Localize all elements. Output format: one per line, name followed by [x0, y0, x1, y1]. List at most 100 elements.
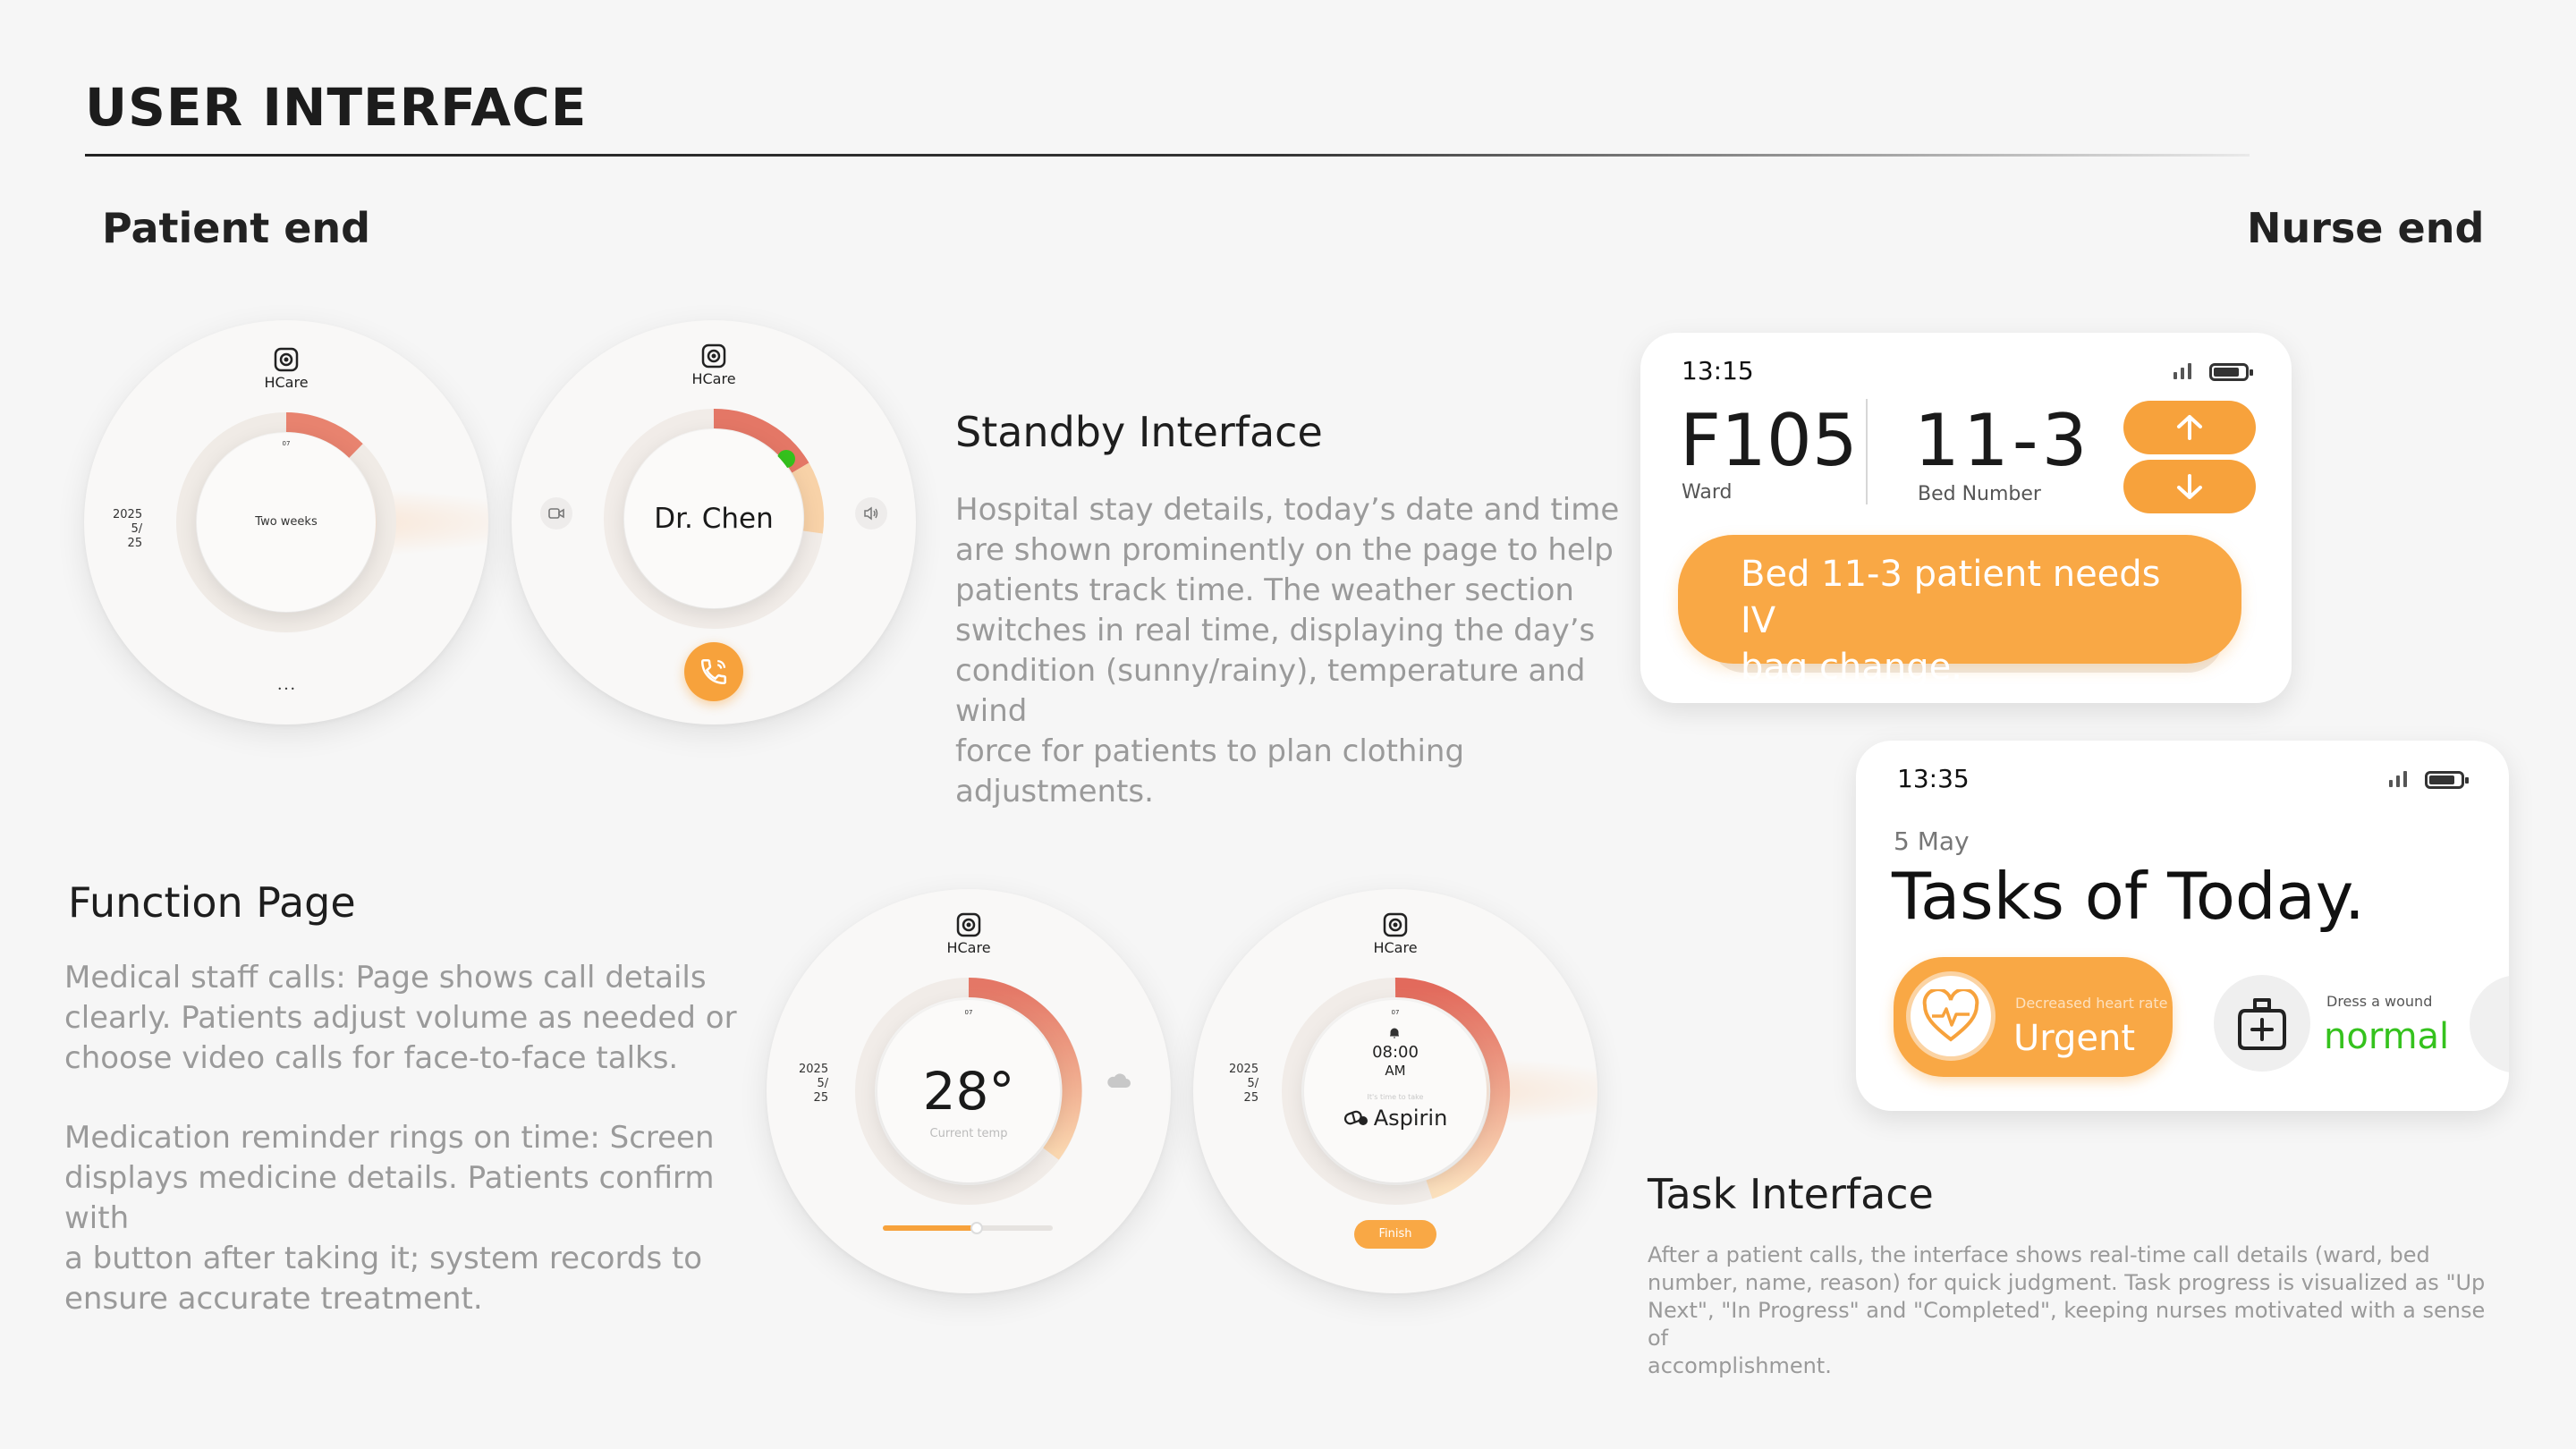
function-line: Medication reminder rings on time: Scree… [64, 1120, 715, 1156]
bed-label: Bed Number [1918, 483, 2041, 505]
task-line: After a patient calls, the interface sho… [1648, 1242, 2430, 1267]
finish-button[interactable]: Finish [1354, 1220, 1436, 1249]
top-mark: 07 [282, 440, 291, 447]
battery-icon [2209, 363, 2253, 381]
caller-name: Dr. Chen [654, 503, 774, 535]
cloud-icon [1107, 1073, 1131, 1088]
medical-bag-icon [2238, 998, 2286, 1050]
arrow-up-icon [2177, 415, 2202, 440]
title-divider [85, 154, 2250, 157]
reminder-ampm: AM [1385, 1063, 1406, 1079]
reminder-caption: It's time to take [1367, 1093, 1424, 1101]
date-month: 5/ [817, 1077, 829, 1090]
video-call-button[interactable] [540, 497, 572, 530]
card-divider [1866, 399, 1868, 504]
hcare-logo-icon [1383, 912, 1408, 937]
medication-inner-disc: 07 08:00 AM It's time to take Aspirin [1304, 1000, 1487, 1182]
function-description-calls: Medical staff calls: Page shows call det… [64, 958, 762, 1079]
standby-inner-disc: 07 Two weeks [197, 433, 376, 612]
next-call-button[interactable] [2123, 460, 2256, 513]
function-heading: Function Page [68, 878, 356, 927]
ward-number: F105 [1680, 399, 1858, 482]
nurse-tasks-card: 13:35 5 May Tasks of Today. Decreased he… [1856, 741, 2509, 1111]
standby-line: switches in real time, displaying the da… [955, 613, 1596, 648]
page-title: USER INTERFACE [85, 77, 588, 138]
temperature-value: 28° [922, 1061, 1015, 1122]
temperature-slider-fill [883, 1225, 977, 1231]
hcare-logo-icon [701, 343, 726, 369]
temperature-caption: Current temp [929, 1127, 1008, 1140]
date-day: 25 [1243, 1091, 1259, 1105]
task-heading: Task Interface [1648, 1170, 1934, 1218]
standby-line: patients track time. The weather section [955, 572, 1574, 608]
stay-progress-ring [176, 412, 396, 632]
hcare-logo: HCare [233, 347, 340, 391]
medicine-row: Aspirin [1304, 1106, 1487, 1131]
call-alert-message[interactable]: Bed 11-3 patient needs IV bag change. [1678, 535, 2241, 688]
task-description: Decreased heart rate [2015, 995, 2168, 1012]
standby-heading: Standby Interface [955, 408, 1323, 456]
page-dots: • • • [277, 685, 295, 693]
signal-icon [2174, 363, 2191, 379]
medication-ring [1282, 977, 1511, 1205]
watch-medication-screen: HCare 07 08:00 AM It's time to take Aspi… [1193, 889, 1597, 1293]
heart-rate-badge [1906, 971, 1996, 1061]
function-description-medication: Medication reminder rings on time: Scree… [64, 1118, 780, 1319]
task-status-normal: normal [2324, 1016, 2450, 1057]
answer-call-button[interactable] [684, 642, 743, 701]
date-day: 25 [813, 1091, 829, 1105]
hcare-logo-label: HCare [1373, 939, 1418, 956]
hcare-logo-icon [274, 347, 299, 372]
status-time: 13:15 [1682, 356, 1754, 386]
temperature-ring [855, 978, 1082, 1205]
date-display: 2025 5/ 25 [113, 508, 142, 551]
hcare-logo: HCare [1342, 912, 1449, 956]
pill-icon [1343, 1110, 1368, 1125]
watch-standby-screen: HCare 07 Two weeks 2025 5/ 25 • • • [84, 320, 488, 724]
bed-number: 11-3 [1914, 399, 2091, 482]
arrow-down-icon [2177, 474, 2202, 499]
hcare-logo-label: HCare [946, 939, 991, 956]
battery-icon [2425, 771, 2469, 789]
task-line: number, name, reason) for quick judgment… [1648, 1270, 2486, 1295]
task-status-urgent: Urgent [2013, 1018, 2136, 1059]
hcare-logo: HCare [660, 343, 767, 387]
date-display: 2025 5/ 25 [799, 1063, 828, 1106]
standby-line: force for patients to plan clothing adju… [955, 733, 1465, 809]
medicine-name: Aspirin [1373, 1106, 1448, 1131]
patient-end-label: Patient end [102, 204, 371, 252]
previous-call-button[interactable] [2123, 401, 2256, 454]
speaker-icon [864, 506, 878, 521]
date-day: 25 [127, 537, 143, 550]
heart-rate-icon [1922, 989, 1979, 1042]
function-line: Medical staff calls: Page shows call det… [64, 960, 707, 996]
top-mark: 07 [1391, 1009, 1400, 1016]
wound-dressing-badge [2214, 975, 2310, 1072]
standby-line: condition (sunny/rainy), temperature and… [955, 653, 1586, 729]
top-mark: 07 [964, 1009, 973, 1016]
date-year: 2025 [1229, 1063, 1259, 1076]
bell-icon [1390, 1028, 1399, 1038]
standby-line: are shown prominently on the page to hel… [955, 532, 1614, 568]
standby-line: Hospital stay details, today’s date and … [955, 492, 1620, 528]
alert-line: Bed 11-3 patient needs IV [1741, 554, 2161, 641]
temperature-slider-knob[interactable] [970, 1222, 983, 1234]
watch-call-screen: HCare Dr. Chen [512, 320, 916, 724]
alert-line: bag change. [1741, 647, 1962, 688]
function-line: a button after taking it; system records… [64, 1241, 703, 1276]
next-task-peek[interactable] [2470, 975, 2509, 1073]
call-ring [604, 408, 825, 629]
temperature-slider[interactable] [883, 1222, 1053, 1234]
task-description: After a patient calls, the interface sho… [1648, 1241, 2497, 1380]
volume-button[interactable] [855, 497, 887, 530]
call-inner-disc: Dr. Chen [624, 429, 803, 608]
stay-duration: Two weeks [255, 515, 318, 529]
date-month: 5/ [1247, 1077, 1259, 1090]
signal-icon [2389, 771, 2407, 787]
watch-weather-screen: HCare 07 28° Current temp 2025 5/ 25 [767, 889, 1171, 1293]
function-line: clearly. Patients adjust volume as neede… [64, 1000, 737, 1036]
video-camera-icon [548, 508, 564, 519]
hcare-logo: HCare [915, 912, 1022, 956]
task-urgent-card[interactable]: Decreased heart rate Urgent [1894, 957, 2173, 1077]
function-line: ensure accurate treatment. [64, 1281, 483, 1317]
